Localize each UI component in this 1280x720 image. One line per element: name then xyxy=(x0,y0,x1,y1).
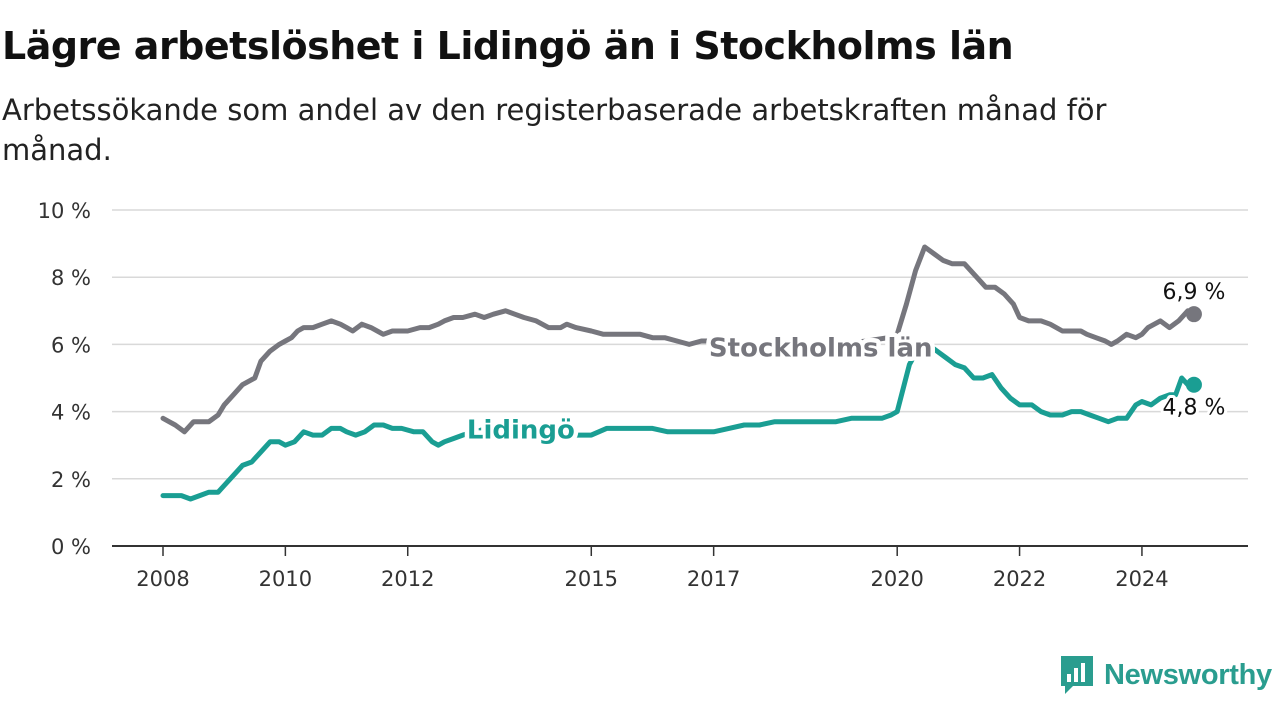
y-tick-label: 2 % xyxy=(51,468,91,492)
end-point-stockholm xyxy=(1185,306,1202,323)
y-tick-label: 4 % xyxy=(51,401,91,425)
x-tick-label: 2024 xyxy=(1115,567,1168,591)
y-axis: 0 % 2 % 4 % 6 % 8 % 10 % xyxy=(38,199,91,559)
series-lines xyxy=(160,244,1202,502)
x-axis: 2008 2010 2012 2015 2017 2020 2022 2024 xyxy=(112,545,1248,591)
series-label-stockholm: Stockholms län xyxy=(709,333,933,363)
y-tick-label: 6 % xyxy=(51,333,91,357)
x-tick-label: 2017 xyxy=(687,567,740,591)
y-tick-label: 10 % xyxy=(38,199,91,223)
series-labels: 6,9 % 4,8 % Stockholms län Lidingö xyxy=(462,277,1228,450)
x-tick-label: 2020 xyxy=(870,567,923,591)
x-tick-label: 2008 xyxy=(136,567,189,591)
y-tick-label: 0 % xyxy=(51,535,91,559)
x-tick-label: 2022 xyxy=(993,567,1046,591)
x-tick-label: 2012 xyxy=(381,567,434,591)
page-subtitle: Arbetssökande som andel av den registerb… xyxy=(2,93,1107,167)
newsworthy-logo-icon xyxy=(1061,656,1093,694)
end-value-label-lidingo: 4,8 % xyxy=(1162,396,1225,421)
x-tick-label: 2015 xyxy=(565,567,618,591)
series-line-stockholm xyxy=(160,244,1197,435)
grid-lines xyxy=(112,209,1248,480)
brand-name: Newsworthy xyxy=(1104,658,1272,691)
y-tick-label: 8 % xyxy=(51,266,91,290)
series-label-lidingo: Lidingö xyxy=(467,416,575,446)
end-point-lidingo xyxy=(1185,376,1202,393)
series-line-lidingo xyxy=(160,341,1197,502)
end-value-label-stockholm: 6,9 % xyxy=(1162,280,1225,305)
newsworthy-brand[interactable]: Newsworthy xyxy=(1059,654,1272,696)
page-title: Lägre arbetslöshet i Lidingö än i Stockh… xyxy=(2,24,1014,68)
x-tick-label: 2010 xyxy=(259,567,312,591)
